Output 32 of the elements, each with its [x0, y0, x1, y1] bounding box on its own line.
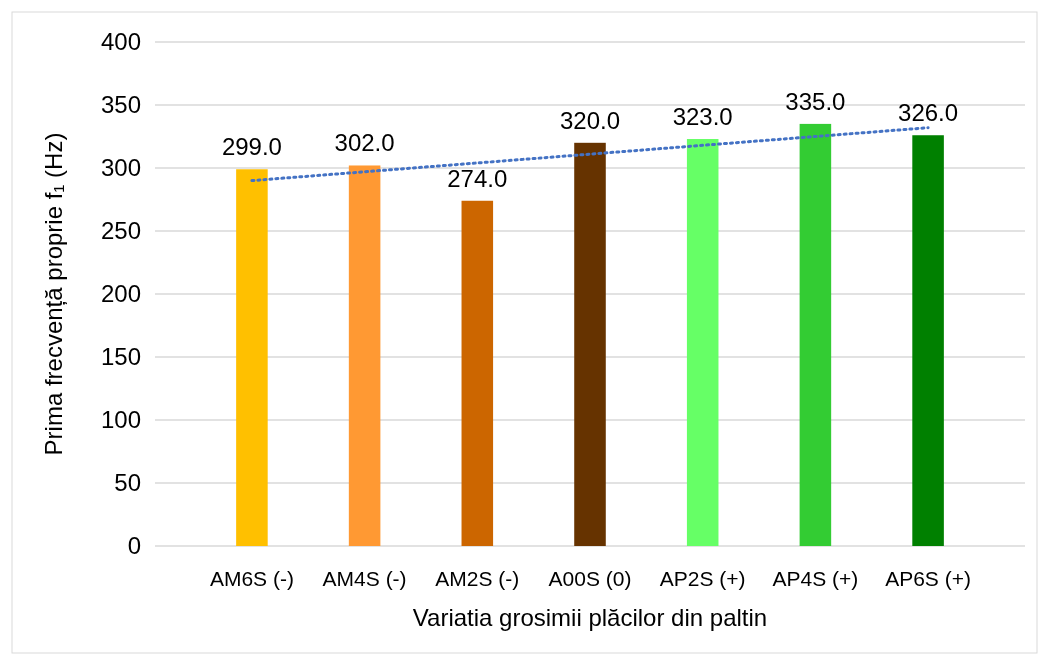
data-label: 302.0 [334, 129, 395, 157]
bar [236, 169, 268, 546]
y-tick-label: 150 [100, 343, 141, 371]
x-tick-label: AM2S (-) [435, 567, 520, 590]
data-label: 323.0 [672, 103, 733, 131]
x-tick-label: AP2S (+) [659, 567, 746, 590]
bar [461, 200, 494, 546]
x-tick-label: AP6S (+) [885, 567, 971, 590]
x-tick-label: AM6S (-) [209, 567, 294, 590]
data-label: 326.0 [898, 99, 959, 127]
y-tick-label: 300 [100, 154, 141, 182]
bar [912, 135, 944, 546]
x-tick-label: A00S (0) [548, 567, 632, 590]
y-tick-label: 200 [100, 280, 141, 308]
y-tick-label: 400 [100, 28, 141, 56]
x-axis-title: Variatia grosimii plăcilor din paltin [412, 604, 768, 631]
y-tick-label: 350 [100, 91, 141, 119]
bar [799, 123, 832, 546]
bar [686, 139, 719, 546]
data-label: 274.0 [447, 164, 508, 192]
bar [348, 165, 381, 546]
data-label: 335.0 [785, 87, 846, 115]
bar [574, 142, 606, 546]
x-tick-label: AP4S (+) [772, 567, 859, 590]
data-label: 299.0 [221, 133, 282, 161]
y-tick-label: 250 [100, 217, 141, 245]
y-tick-label: 50 [114, 469, 141, 497]
x-tick-label: AM4S (-) [322, 567, 407, 590]
data-label: 320.0 [559, 106, 621, 134]
y-axis-title: Prima frecvență proprie f₁ (Hz) [40, 132, 67, 456]
y-tick-label: 100 [100, 406, 141, 434]
y-tick-label: 0 [127, 532, 141, 560]
